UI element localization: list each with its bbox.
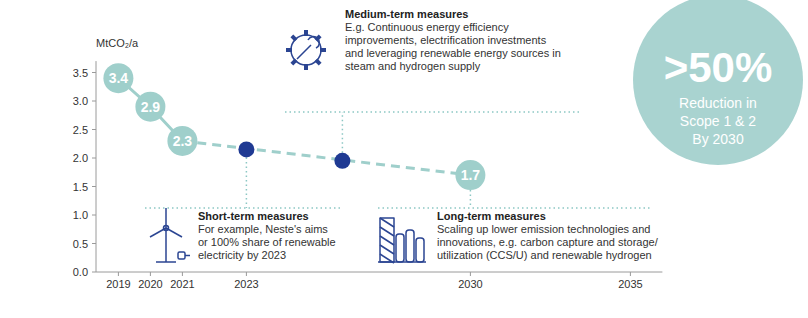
callout-line: By 2030 — [692, 131, 744, 147]
icon-part — [185, 255, 190, 257]
x-tick-label: 2019 — [106, 278, 130, 290]
icon-part — [380, 218, 394, 262]
annotation-text: utilization (CCS/U) and renewable hydrog… — [437, 249, 652, 261]
y-tick-label: 1.0 — [73, 209, 88, 221]
point — [334, 153, 350, 169]
icon-part — [165, 228, 167, 262]
leader-horizontal — [378, 207, 650, 209]
y-tick — [92, 186, 96, 187]
y-tick — [92, 272, 96, 273]
callout-line: Scope 1 & 2 — [680, 113, 756, 129]
callout-line: Reduction in — [679, 95, 757, 111]
point — [167, 126, 197, 156]
icon-part — [297, 37, 319, 59]
point — [103, 63, 133, 93]
data-label: 2.9 — [141, 99, 161, 115]
annotation-text: or 100% share of renewable — [198, 236, 336, 248]
x-tick — [118, 272, 119, 276]
callout-circle — [633, 0, 803, 165]
leader-horizontal — [285, 111, 582, 113]
icon-part — [164, 226, 169, 231]
icon-part — [396, 234, 404, 262]
y-tick-label: 2.0 — [73, 152, 88, 164]
y-tick — [92, 158, 96, 159]
point — [135, 92, 165, 122]
data-label: 3.4 — [109, 70, 129, 86]
series-line — [182, 141, 470, 175]
annotation-text: electricity by 2023 — [198, 249, 286, 261]
leader-vertical — [342, 112, 344, 153]
icon-part — [178, 252, 185, 259]
annotation-text: improvements, electrification investment… — [345, 34, 547, 46]
y-tick-label: 2.5 — [73, 124, 88, 136]
x-tick-label: 2035 — [618, 278, 642, 290]
x-tick-label: 2021 — [170, 278, 194, 290]
y-axis — [96, 61, 97, 272]
icon-turbine — [150, 208, 190, 262]
x-tick — [246, 272, 247, 276]
y-tick — [92, 129, 96, 130]
annotation-text: For example, Neste's aims — [198, 223, 328, 235]
y-tick-label: 3.5 — [73, 67, 88, 79]
icon-part — [378, 261, 426, 263]
y-tick — [92, 215, 96, 216]
icon-part — [156, 261, 176, 263]
annotation-text: and leveraging renewable energy sources … — [345, 47, 561, 59]
icon-part — [380, 236, 394, 245]
icon-plant — [378, 218, 426, 263]
icon-part — [291, 35, 321, 65]
callout-headline: >50% — [664, 44, 773, 91]
x-tick — [630, 272, 631, 276]
x-tick-label: 2023 — [234, 278, 258, 290]
x-tick — [470, 272, 471, 276]
y-tick-label: 0.0 — [73, 266, 88, 278]
leader-horizontal — [145, 207, 340, 209]
y-tick — [92, 101, 96, 102]
icon-gear — [286, 30, 326, 70]
x-tick-label: 2020 — [138, 278, 162, 290]
y-tick-label: 1.5 — [73, 181, 88, 193]
annotation-text: E.g. Continuous energy efficiency — [345, 21, 509, 33]
data-label: 1.7 — [461, 167, 481, 183]
leader-vertical — [246, 157, 248, 208]
icon-part — [380, 218, 394, 227]
annotation-text: steam and hydrogen supply — [345, 60, 481, 72]
x-tick-label: 2030 — [458, 278, 482, 290]
annotation-title: Long-term measures — [437, 210, 546, 222]
y-tick — [92, 72, 96, 73]
y-tick — [92, 243, 96, 244]
leader-vertical — [470, 190, 472, 208]
data-label: 2.3 — [173, 133, 193, 149]
annotation-text: Scaling up lower emission technologies a… — [437, 223, 650, 235]
y-axis-label: MtCO₂/a — [96, 37, 139, 49]
icon-part — [416, 238, 424, 262]
annotation-text: innovations, e.g. carbon capture and sto… — [437, 236, 659, 248]
marks — [103, 63, 485, 190]
y-tick-label: 3.0 — [73, 95, 88, 107]
point — [238, 141, 254, 157]
icon-part — [380, 245, 394, 254]
annotation-title: Medium-term measures — [345, 8, 469, 20]
icon-part — [406, 230, 414, 262]
point — [455, 160, 485, 190]
annotation-title: Short-term measures — [198, 210, 309, 222]
chart: >50% Reduction in Scope 1 & 2 By 2030 MtCO₂/… — [0, 0, 808, 318]
x-tick — [182, 272, 183, 276]
x-tick — [150, 272, 151, 276]
icon-part — [380, 227, 394, 236]
x-axis — [96, 272, 662, 273]
y-tick-label: 0.5 — [73, 238, 88, 250]
